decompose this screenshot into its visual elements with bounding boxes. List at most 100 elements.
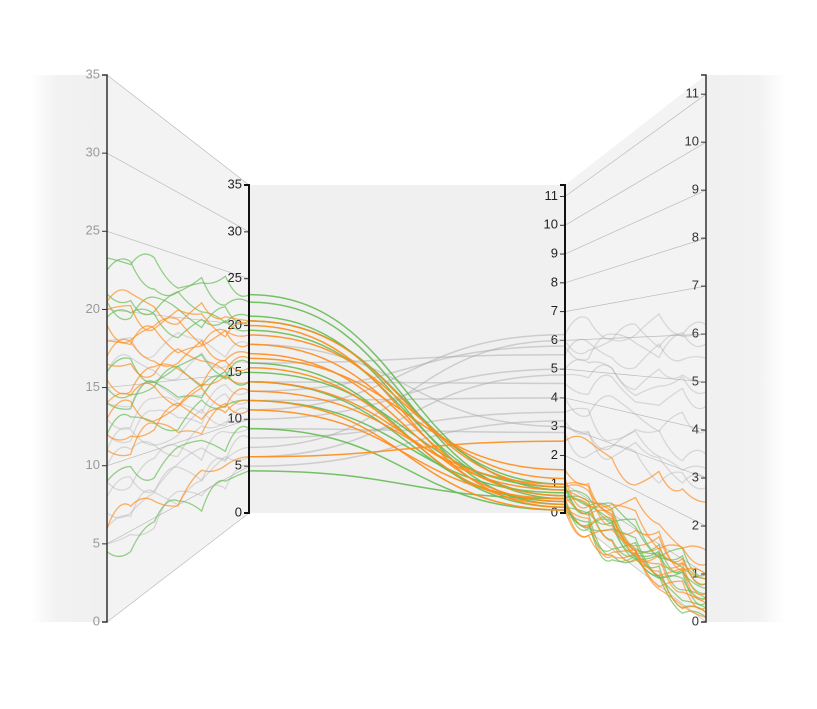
side-line	[564, 498, 707, 600]
projection-line	[564, 285, 707, 312]
data-line	[248, 409, 566, 500]
data-line	[248, 381, 566, 491]
projection-line	[106, 230, 250, 280]
side-line	[106, 304, 250, 338]
side-line	[564, 504, 707, 609]
side-line	[564, 469, 707, 551]
tick-label: 10	[86, 457, 100, 472]
tick-label: 0	[93, 613, 100, 628]
side-line	[564, 509, 707, 618]
tick-label: 7	[692, 278, 699, 293]
side-line	[564, 432, 707, 490]
tick-label: 3	[692, 469, 699, 484]
tick-label: 25	[86, 223, 100, 238]
side-line	[106, 446, 250, 519]
axis-line	[244, 184, 250, 514]
side-line	[564, 498, 707, 601]
side-line	[106, 289, 250, 325]
side-line	[106, 296, 250, 329]
side-line	[564, 374, 707, 410]
data-line	[248, 390, 566, 485]
side-line	[564, 420, 707, 472]
side-line	[564, 435, 707, 503]
left-shade	[30, 75, 107, 622]
tick-label: 9	[551, 245, 558, 260]
tick-label: 6	[551, 332, 558, 347]
side-line	[564, 358, 707, 391]
projection-line	[106, 418, 250, 467]
tick-label: 0	[692, 613, 699, 628]
tick-label: 3	[551, 418, 558, 433]
data-line	[248, 357, 566, 471]
side-line	[106, 386, 250, 423]
projection-line	[564, 368, 707, 383]
side-line	[106, 348, 250, 378]
projection-line	[564, 237, 707, 284]
tick-label: 0	[551, 504, 558, 519]
tick-label: 9	[692, 182, 699, 197]
side-line	[106, 402, 250, 457]
tick-label: 10	[544, 217, 558, 232]
data-line	[248, 371, 566, 488]
tick-label: 35	[86, 66, 100, 81]
axis-line	[701, 74, 707, 623]
side-line	[106, 253, 250, 297]
projection-line	[106, 512, 250, 623]
data-line	[248, 334, 566, 480]
side-line	[564, 407, 707, 462]
side-line	[564, 481, 707, 575]
tick-label: 35	[228, 176, 242, 191]
side-line	[106, 331, 250, 359]
side-line	[564, 313, 707, 342]
data-line	[248, 339, 566, 449]
tick-label: 30	[228, 223, 242, 238]
side-line	[106, 393, 250, 444]
side-line	[564, 332, 707, 362]
side-line	[106, 464, 250, 545]
data-line	[248, 427, 566, 511]
tick-label: 25	[228, 270, 242, 285]
side-line	[106, 407, 250, 451]
tick-label: 0	[235, 504, 242, 519]
side-line	[106, 435, 250, 498]
side-line	[106, 359, 250, 395]
side-line	[106, 425, 250, 482]
tick-label: 8	[692, 230, 699, 245]
side-line	[106, 308, 250, 339]
right-panel	[565, 75, 706, 622]
projection-line	[106, 74, 250, 186]
projection-line	[106, 152, 250, 233]
side-line	[564, 498, 707, 604]
side-line	[106, 325, 250, 354]
tick-label: 4	[692, 422, 699, 437]
tick-label: 10	[685, 134, 699, 149]
projection-line	[564, 512, 707, 623]
data-line	[248, 343, 566, 497]
side-line	[106, 418, 250, 466]
projection-line	[106, 372, 250, 388]
side-line	[564, 323, 707, 355]
side-line	[564, 426, 707, 484]
data-line	[248, 440, 566, 458]
axis-line	[560, 184, 566, 514]
tick-label: 4	[551, 389, 558, 404]
tick-label: 15	[86, 379, 100, 394]
data-line	[248, 420, 566, 467]
data-line	[248, 320, 566, 488]
axis-line	[102, 74, 108, 623]
projection-line	[564, 426, 707, 479]
right-shade	[706, 75, 786, 622]
tick-label: 20	[86, 301, 100, 316]
side-line	[564, 506, 707, 613]
data-line	[248, 354, 566, 364]
projection-line	[564, 189, 707, 255]
data-line	[248, 345, 566, 392]
side-line	[106, 399, 250, 435]
tick-label: 11	[686, 86, 700, 101]
side-line	[106, 456, 250, 529]
data-line	[248, 411, 566, 439]
side-line	[564, 495, 707, 596]
projection-line	[564, 455, 707, 527]
data-line	[248, 381, 566, 385]
center-panel	[249, 185, 565, 513]
